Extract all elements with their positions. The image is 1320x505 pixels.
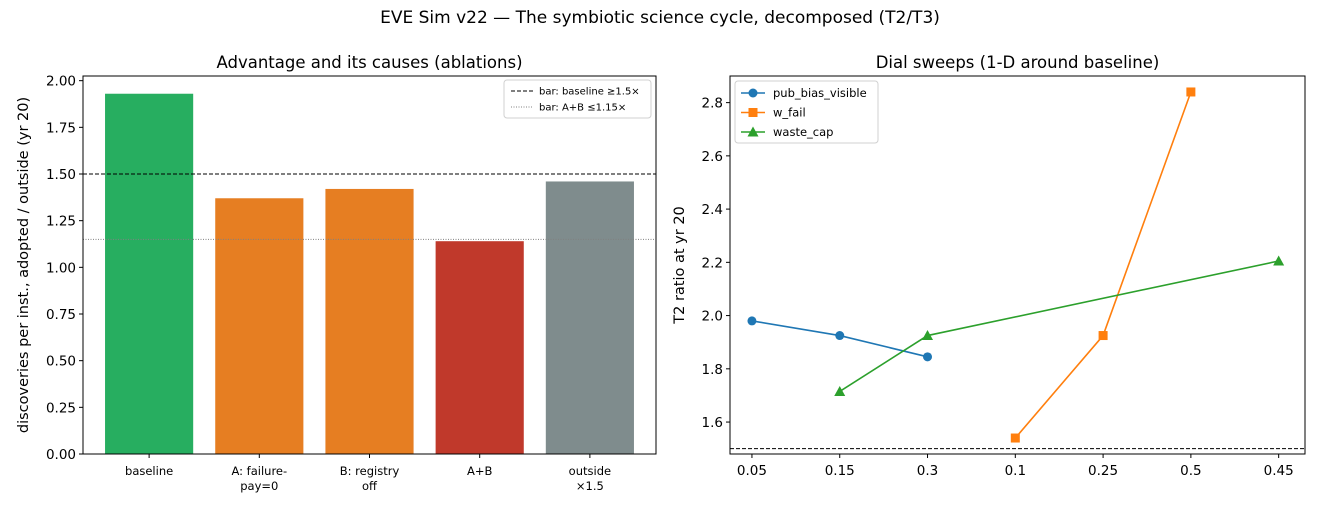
legend-label-2: bar: A+B ≤1.15× bbox=[539, 103, 626, 114]
x-tick-label-5: outside ×1.5 bbox=[569, 464, 611, 493]
y-tick-label-4: 0.75 bbox=[46, 307, 76, 323]
legend-swatch-marker-1 bbox=[748, 88, 758, 98]
chart-dial-sweeps: Dial sweeps (1-D around baseline) 1.6 1.8 2… bbox=[672, 53, 1306, 479]
y-tick-label-7: 2.8 bbox=[702, 96, 723, 112]
y-tick-label-1: 1.6 bbox=[702, 415, 723, 431]
y-axis-label: T2 ratio at yr 20 bbox=[672, 206, 688, 325]
series-1-point-2 bbox=[835, 331, 845, 341]
x-tick-label-2: 0.15 bbox=[825, 463, 855, 479]
bar-1 bbox=[105, 93, 194, 454]
x-tick-label-4: 0.1 bbox=[1005, 463, 1026, 479]
x-tick-label-7: 0.45 bbox=[1264, 463, 1294, 479]
y-tick-label-6: 2.6 bbox=[702, 149, 723, 165]
y-tick-label-5: 1.00 bbox=[46, 260, 76, 276]
legend-label-1: pub_bias_visible bbox=[773, 86, 867, 100]
series-line-2 bbox=[1014, 91, 1192, 439]
series-1-point-1 bbox=[747, 316, 757, 326]
legend-label-2: w_fail bbox=[773, 106, 806, 120]
series-1-point-3 bbox=[923, 352, 933, 362]
legend-box bbox=[503, 79, 652, 119]
bar-3 bbox=[325, 188, 414, 454]
series-line-3 bbox=[839, 260, 1279, 393]
y-axis-label: discoveries per inst., adopted / outside… bbox=[16, 97, 32, 433]
axes-frame bbox=[729, 75, 1306, 455]
chart-title: Advantage and its causes (ablations) bbox=[216, 53, 522, 72]
legend-swatch-marker-2 bbox=[748, 108, 758, 117]
y-tick-label-1: 0.00 bbox=[46, 447, 76, 463]
x-tick-label-1: 0.05 bbox=[737, 463, 767, 479]
y-tick-label-7: 1.50 bbox=[46, 167, 76, 183]
y-tick-label-4: 2.2 bbox=[702, 255, 723, 271]
legend-swatch-marker-3 bbox=[747, 126, 759, 137]
y-tick-label-9: 2.00 bbox=[46, 74, 76, 90]
x-tick-label-3: B: registry off bbox=[340, 464, 400, 493]
series-2-point-3 bbox=[1186, 87, 1196, 97]
y-tick-label-5: 2.4 bbox=[702, 202, 723, 218]
legend-label-3: waste_cap bbox=[773, 125, 833, 139]
chart-title: Dial sweeps (1-D around baseline) bbox=[876, 53, 1160, 72]
legend: pub_bias_visible w_fail waste_cap bbox=[734, 80, 879, 144]
y-tick-label-2: 0.25 bbox=[46, 400, 76, 416]
x-tick-label-3: 0.3 bbox=[917, 463, 938, 479]
series-pub_bias_visible bbox=[747, 316, 933, 362]
y-tick-label-3: 0.50 bbox=[46, 354, 76, 370]
bar-4 bbox=[435, 241, 524, 454]
legend-box bbox=[734, 80, 879, 144]
series-3-point-1 bbox=[834, 385, 846, 396]
bar-5 bbox=[545, 181, 634, 454]
series-waste_cap bbox=[834, 255, 1285, 396]
y-tick-label-3: 2.0 bbox=[702, 309, 723, 325]
legend: bar: baseline ≥1.5× bar: A+B ≤1.15× bbox=[503, 79, 652, 119]
series-2-point-2 bbox=[1098, 331, 1108, 341]
series-w_fail bbox=[1010, 87, 1196, 443]
x-tick-label-1: baseline bbox=[125, 464, 173, 478]
chart-ablations: Advantage and its causes (ablations) 0.00… bbox=[16, 53, 657, 493]
series-2-point-1 bbox=[1010, 433, 1020, 443]
figure-suptitle: EVE Sim v22 — The symbiotic science cycl… bbox=[380, 8, 940, 28]
y-tick-label-8: 1.75 bbox=[46, 120, 76, 136]
y-tick-label-6: 1.25 bbox=[46, 214, 76, 230]
x-tick-label-5: 0.25 bbox=[1088, 463, 1118, 479]
y-tick-label-2: 1.8 bbox=[702, 362, 723, 378]
x-tick-label-2: A: failure-pay=0 bbox=[231, 464, 287, 493]
series-3-point-3 bbox=[1273, 255, 1285, 266]
bar-2 bbox=[215, 198, 304, 454]
series-3-point-2 bbox=[922, 330, 934, 341]
legend-label-1: bar: baseline ≥1.5× bbox=[539, 87, 640, 98]
x-tick-label-6: 0.5 bbox=[1180, 463, 1201, 479]
x-tick-label-4: A+B bbox=[467, 464, 493, 478]
